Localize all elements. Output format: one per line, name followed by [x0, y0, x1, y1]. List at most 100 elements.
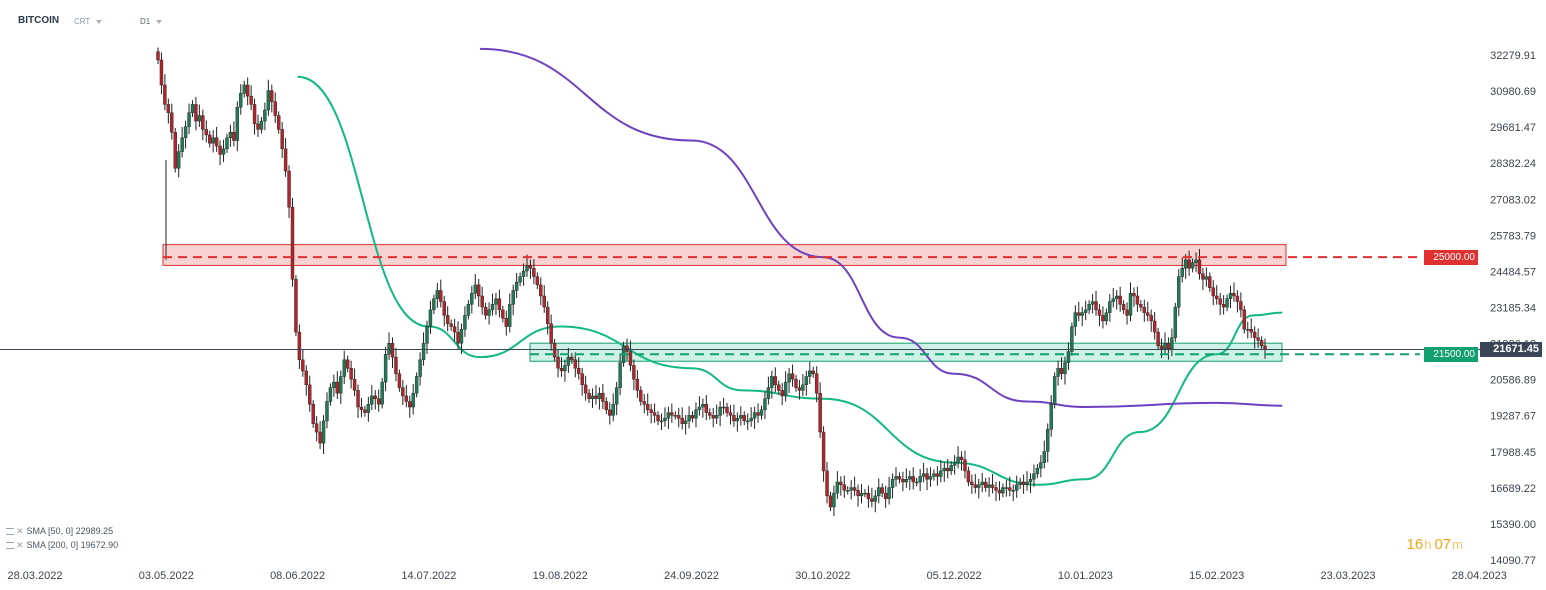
- candle-down: [373, 395, 377, 399]
- candle-down: [1132, 293, 1136, 297]
- candle-down: [883, 492, 888, 499]
- candle-down: [528, 265, 533, 269]
- candle-up: [380, 381, 384, 405]
- candle-up: [221, 148, 226, 155]
- chevron-down-icon[interactable]: [156, 19, 163, 24]
- candle-down: [1239, 301, 1243, 311]
- candle-down: [794, 379, 798, 388]
- y-tick-label: 24484.57: [1490, 266, 1536, 278]
- candle-up: [1046, 429, 1050, 452]
- candle-up: [956, 456, 960, 463]
- candle-down: [559, 367, 564, 372]
- candle-down: [608, 409, 612, 416]
- candle-down: [604, 401, 609, 411]
- candle-down: [159, 59, 164, 86]
- candle-down: [297, 331, 302, 361]
- candle-up: [473, 284, 477, 294]
- candle-down: [442, 301, 446, 316]
- y-tick-label: 19287.67: [1490, 411, 1536, 423]
- symbol-subtitle[interactable]: CRT: [74, 17, 103, 26]
- candle-down: [359, 406, 364, 411]
- candle-up: [980, 481, 984, 485]
- candle-down: [497, 298, 502, 311]
- candle-up: [521, 270, 526, 277]
- y-tick-label: 27083.02: [1490, 194, 1536, 206]
- candle-up: [873, 495, 878, 502]
- candle-up: [411, 392, 415, 408]
- candle-up: [235, 106, 240, 141]
- candle-down: [732, 415, 736, 422]
- candle-down: [577, 367, 581, 374]
- candle-up: [242, 84, 246, 94]
- candle-up: [939, 470, 943, 477]
- candle-down: [545, 306, 550, 324]
- candle-up: [176, 151, 181, 169]
- candle-up: [663, 417, 667, 422]
- candle-up: [494, 298, 498, 305]
- candle-up: [783, 381, 788, 397]
- candle-up: [325, 401, 329, 422]
- x-tick-label: 23.03.2023: [1320, 570, 1375, 582]
- x-tick-label: 05.12.2022: [927, 570, 982, 582]
- candle-down: [449, 323, 453, 327]
- candle-down: [780, 390, 784, 397]
- candle-down: [677, 415, 681, 419]
- candle-down: [501, 309, 505, 319]
- current-price-tag: 21671.45: [1480, 342, 1542, 358]
- candle-up: [1190, 262, 1195, 269]
- close-icon[interactable]: ✕: [16, 540, 24, 550]
- candle-up: [1032, 473, 1036, 480]
- candle-up: [414, 376, 419, 394]
- symbol-title[interactable]: BITCOIN: [18, 15, 60, 26]
- candle-down: [277, 115, 281, 130]
- candle-down: [483, 306, 488, 316]
- candle-down: [318, 431, 322, 444]
- candle-up: [877, 487, 881, 497]
- candle-down: [377, 398, 381, 405]
- candle-up: [1111, 298, 1115, 302]
- candle-down: [166, 104, 171, 113]
- candle-up: [904, 479, 909, 483]
- candle-up: [428, 309, 433, 327]
- settings-icon[interactable]: [6, 542, 14, 550]
- candle-up: [697, 406, 702, 411]
- candle-down: [1149, 315, 1153, 322]
- candle-up: [718, 406, 722, 416]
- candle-up: [366, 404, 371, 413]
- candle-down: [828, 495, 833, 508]
- x-tick-label: 19.08.2022: [533, 570, 588, 582]
- candle-down: [352, 379, 357, 391]
- candle-up: [942, 467, 946, 472]
- candle-down: [583, 384, 588, 394]
- chevron-down-icon[interactable]: [96, 19, 103, 24]
- candle-down: [394, 356, 398, 374]
- settings-icon[interactable]: [6, 528, 14, 536]
- candle-up: [197, 115, 202, 122]
- candle-down: [1021, 481, 1026, 485]
- candle-up: [266, 90, 271, 111]
- candle-up: [425, 326, 429, 344]
- candle-up: [808, 370, 812, 377]
- candle-up: [1104, 312, 1109, 322]
- candle-down: [542, 295, 546, 308]
- candle-down: [201, 115, 205, 130]
- legend-sma-200[interactable]: ✕ SMA [200, 0] 19672.90: [6, 540, 118, 551]
- candle-down: [973, 484, 978, 488]
- candle-down: [335, 381, 340, 394]
- candle-down: [946, 467, 950, 472]
- candle-down: [256, 123, 260, 130]
- candle-up: [687, 415, 691, 422]
- candle-down: [708, 412, 712, 416]
- timeframe-selector[interactable]: D1: [140, 17, 163, 26]
- legend-sma-50[interactable]: ✕ SMA [50, 0] 22989.25: [6, 526, 113, 537]
- candle-down: [1249, 329, 1253, 333]
- sma-200-line: [479, 47, 1283, 409]
- close-icon[interactable]: ✕: [16, 526, 24, 536]
- candle-down: [283, 148, 288, 172]
- candle-down: [294, 279, 298, 333]
- candle-down: [573, 359, 577, 369]
- candle-down: [314, 423, 319, 433]
- candle-down: [1135, 295, 1140, 305]
- candle-down: [852, 487, 857, 491]
